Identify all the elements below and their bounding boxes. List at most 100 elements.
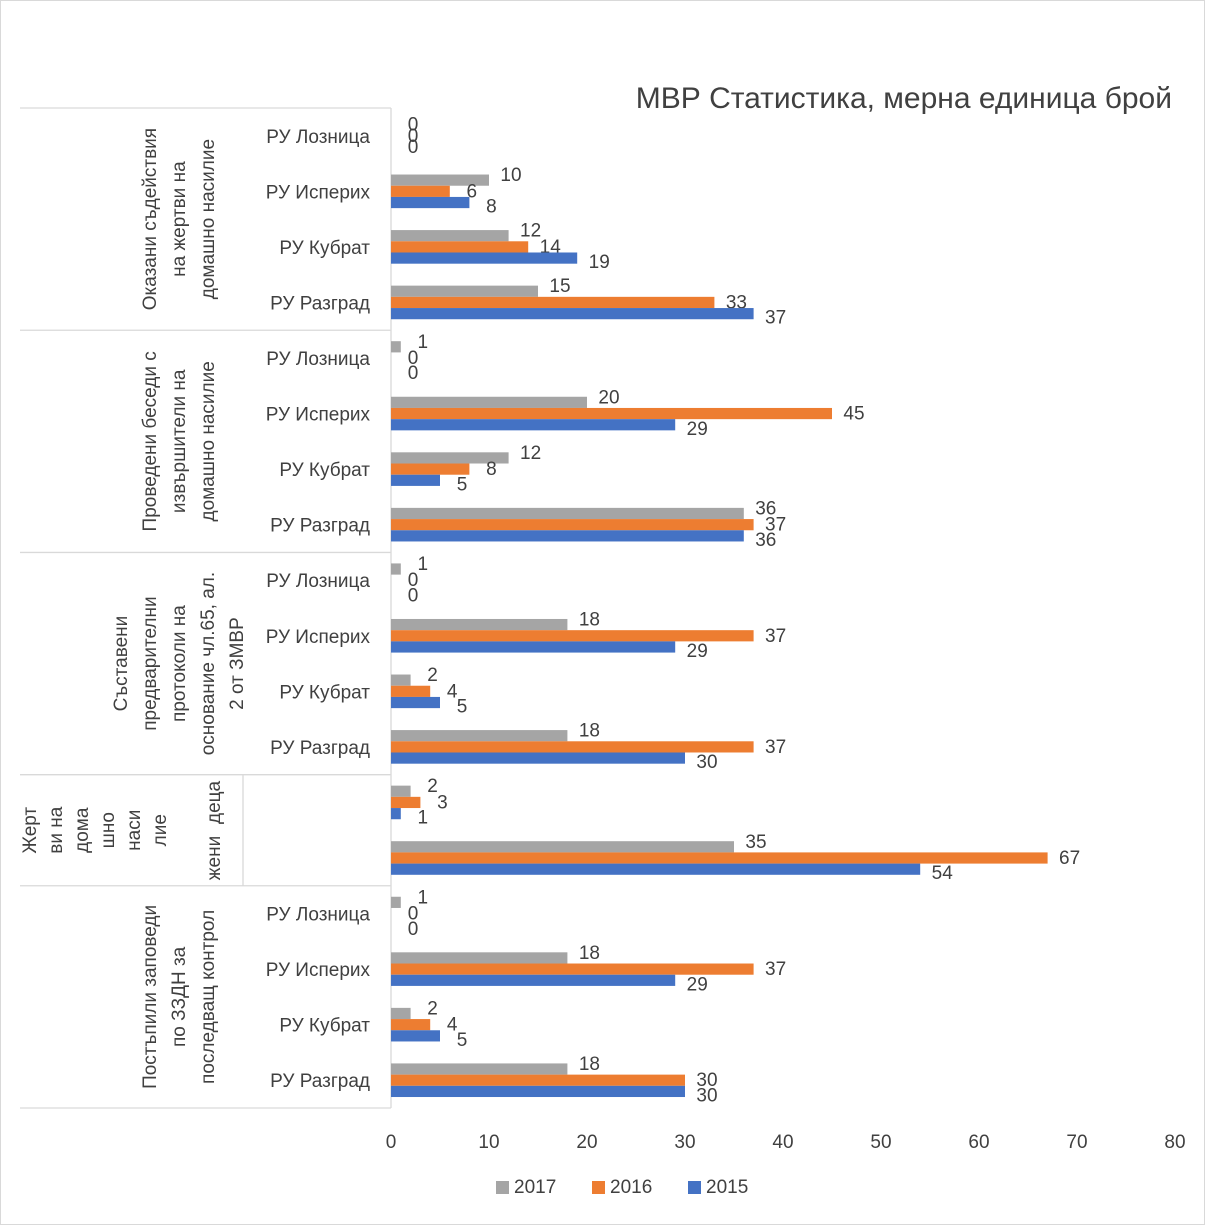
data-label: 36 <box>755 530 776 551</box>
bar <box>391 230 509 242</box>
bar <box>391 407 832 420</box>
data-label: 0 <box>408 115 419 136</box>
legend-swatch <box>496 1181 509 1194</box>
x-tick-label: 40 <box>772 1132 793 1153</box>
bar <box>391 1007 411 1020</box>
data-label: 2 <box>427 665 438 686</box>
category-label: деца <box>204 780 225 824</box>
data-label: 10 <box>500 165 521 186</box>
bar <box>391 618 568 631</box>
data-label: 30 <box>696 752 717 773</box>
data-label: 0 <box>408 570 419 591</box>
data-label: 1 <box>418 332 429 353</box>
data-label: 37 <box>765 308 786 329</box>
bar <box>391 530 744 542</box>
bar <box>391 730 568 742</box>
category-label: РУ Кубрат <box>279 460 370 481</box>
x-tick-label: 50 <box>870 1132 891 1153</box>
group-label-line: последващ контрол <box>198 910 219 1084</box>
data-label: 19 <box>589 252 610 273</box>
data-label: 45 <box>843 404 864 425</box>
data-label: 37 <box>765 737 786 758</box>
bar <box>391 808 401 820</box>
data-label: 4 <box>447 681 458 702</box>
data-label: 2 <box>427 998 438 1019</box>
bar <box>391 419 676 431</box>
x-tick-label: 70 <box>1066 1132 1087 1153</box>
data-label: 20 <box>598 387 619 408</box>
category-label: РУ Разград <box>270 738 370 759</box>
group-label-line: домашно насилие <box>198 139 219 299</box>
data-label: 18 <box>579 721 600 742</box>
category-label: РУ Кубрат <box>279 238 370 259</box>
category-label: РУ Исперих <box>266 405 371 426</box>
bar <box>391 185 450 197</box>
bar <box>391 563 401 575</box>
group-label-line: Оказани съдействия <box>140 128 161 310</box>
group-label-line: домашно насилие <box>198 361 219 521</box>
bar <box>391 507 744 520</box>
data-label: 29 <box>687 419 708 440</box>
bar <box>391 896 401 908</box>
x-tick-label: 0 <box>386 1132 397 1153</box>
data-label: 4 <box>447 1015 458 1036</box>
group-label-line: Жерт <box>20 807 41 854</box>
data-label: 54 <box>932 863 954 884</box>
category-label: РУ Лозница <box>266 905 370 926</box>
category-label: РУ Исперих <box>266 182 371 203</box>
legend-label: 2017 <box>514 1177 556 1198</box>
bar <box>391 1019 431 1031</box>
category-label: жени <box>204 836 225 880</box>
bar <box>391 1030 440 1042</box>
group-label-line: предварителни <box>140 596 161 730</box>
group-label-line: на жертви на <box>169 161 190 277</box>
bar <box>391 796 421 809</box>
group-label-line: лие <box>150 814 171 846</box>
chart-title: МВР Статистика, мерна единица брой <box>636 82 1172 115</box>
data-label: 15 <box>549 276 570 297</box>
group-label-line: извършители на <box>169 369 190 513</box>
group-label-line: дома <box>72 807 93 853</box>
bar <box>391 519 754 531</box>
bar <box>391 463 470 475</box>
data-label: 29 <box>687 974 708 995</box>
data-label: 18 <box>579 610 600 631</box>
data-label: 36 <box>755 498 776 519</box>
bar <box>391 1063 568 1075</box>
category-label: РУ Лозница <box>266 571 370 592</box>
group-label-line: Проведени беседи с <box>140 351 161 531</box>
category-label: РУ Разград <box>270 516 370 537</box>
bar <box>391 785 411 797</box>
bar <box>391 841 734 853</box>
group-label-line: 2 от ЗМВР <box>227 617 248 710</box>
bar <box>391 685 431 697</box>
bar <box>391 630 754 642</box>
category-label: РУ Кубрат <box>279 682 370 703</box>
data-label: 3 <box>437 792 448 813</box>
x-tick-label: 80 <box>1164 1132 1185 1153</box>
x-tick-label: 20 <box>576 1132 597 1153</box>
data-label: 29 <box>687 641 708 662</box>
bar <box>391 174 489 186</box>
data-label: 37 <box>765 959 786 980</box>
bar <box>391 974 676 986</box>
data-label: 30 <box>696 1070 717 1091</box>
data-label: 0 <box>408 904 419 925</box>
data-label: 30 <box>696 1085 717 1106</box>
data-label: 5 <box>457 1030 468 1051</box>
legend-label: 2015 <box>706 1177 748 1198</box>
data-label: 2 <box>427 776 438 797</box>
bar <box>391 241 529 253</box>
group-label-line: основание чл.65, ал. <box>198 572 219 755</box>
data-label: 1 <box>418 554 429 575</box>
group-label-line: Съставени <box>111 616 132 712</box>
group-label-line: наси <box>124 810 145 851</box>
bar <box>391 452 509 464</box>
category-label: РУ Исперих <box>266 627 371 648</box>
bar <box>391 741 754 753</box>
category-label: РУ Разград <box>270 1071 370 1092</box>
data-label: 12 <box>520 221 541 242</box>
x-tick-label: 60 <box>968 1132 989 1153</box>
category-label: РУ Разград <box>270 293 370 314</box>
data-label: 18 <box>579 943 600 964</box>
